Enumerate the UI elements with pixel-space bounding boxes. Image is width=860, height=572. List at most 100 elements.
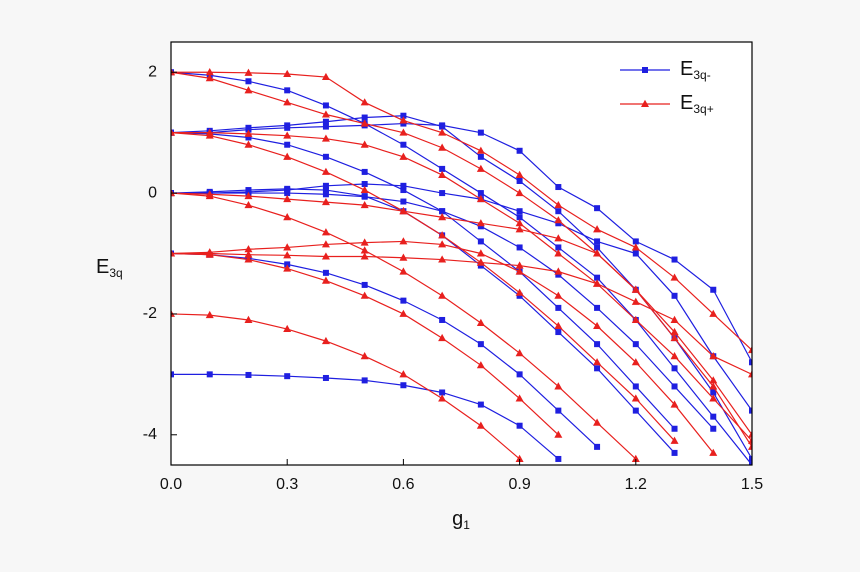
data-point <box>322 102 329 109</box>
data-point <box>749 462 752 465</box>
data-point <box>671 365 678 372</box>
data-point <box>709 448 718 456</box>
data-point <box>439 389 446 396</box>
data-point <box>205 190 214 198</box>
data-point <box>171 128 175 136</box>
data-point <box>555 271 562 278</box>
data-point <box>284 141 291 148</box>
data-point <box>709 376 718 384</box>
series-line <box>171 132 675 430</box>
x-tick-label: 1.2 <box>625 476 647 493</box>
data-point <box>710 389 717 396</box>
data-point <box>594 443 601 450</box>
data-point <box>284 373 291 380</box>
data-point <box>554 216 563 224</box>
data-point <box>171 371 174 378</box>
data-point <box>361 281 368 288</box>
data-point <box>516 214 523 221</box>
data-point <box>284 261 291 268</box>
data-point <box>515 219 524 227</box>
data-point <box>244 245 253 253</box>
series-line <box>171 132 752 442</box>
data-point <box>593 279 602 287</box>
data-point <box>748 442 752 450</box>
legend-label: E3q- <box>680 58 711 82</box>
data-point <box>400 141 407 148</box>
x-axis-label: g1 <box>452 508 470 532</box>
series-line <box>171 71 752 436</box>
data-point <box>244 250 253 258</box>
data-point <box>555 244 562 251</box>
series-line <box>171 122 752 363</box>
data-point <box>321 276 330 284</box>
data-point <box>400 120 407 127</box>
data-point <box>555 184 562 191</box>
data-point <box>594 238 601 245</box>
data-point <box>709 382 718 390</box>
data-point <box>244 191 253 200</box>
data-point <box>321 240 330 248</box>
data-point <box>515 454 524 462</box>
data-point <box>555 208 562 215</box>
data-point <box>632 341 639 348</box>
data-point <box>594 304 601 311</box>
data-point <box>438 255 447 263</box>
data-point <box>671 292 678 299</box>
series-line <box>171 192 752 448</box>
data-point <box>554 267 563 275</box>
data-point <box>516 177 523 184</box>
data-point <box>360 200 369 209</box>
data-point <box>360 119 369 127</box>
data-point <box>361 114 368 121</box>
data-point <box>205 128 214 136</box>
data-point <box>671 449 678 456</box>
data-point <box>516 147 523 154</box>
data-point <box>593 358 602 366</box>
data-point <box>399 128 408 136</box>
data-point <box>476 258 485 266</box>
data-point <box>400 382 407 389</box>
data-point <box>321 197 330 206</box>
data-point <box>244 315 253 323</box>
data-point <box>361 181 368 188</box>
series-line <box>171 71 752 465</box>
axes-frame <box>170 41 753 466</box>
data-point <box>360 246 369 254</box>
data-point <box>399 207 408 215</box>
data-point <box>631 454 640 462</box>
y-tick-label: 2 <box>148 63 157 80</box>
series-line <box>171 313 520 460</box>
data-point <box>554 234 563 242</box>
data-point <box>245 188 252 195</box>
legend-marker <box>642 67 648 73</box>
data-point <box>438 394 447 402</box>
data-point <box>205 68 214 76</box>
data-point <box>477 238 484 245</box>
data-point <box>748 430 752 438</box>
data-point <box>670 327 679 336</box>
data-point <box>476 194 485 203</box>
data-point <box>206 371 213 378</box>
data-point <box>516 208 523 215</box>
data-point <box>322 153 329 160</box>
data-point <box>438 128 447 136</box>
data-point <box>321 110 330 118</box>
data-point <box>593 249 602 257</box>
data-point <box>476 421 485 429</box>
data-point <box>245 126 252 133</box>
data-point <box>476 249 485 257</box>
data-point <box>284 187 291 194</box>
data-point <box>399 152 408 160</box>
data-point <box>554 430 563 438</box>
data-point <box>515 267 524 275</box>
data-point <box>399 253 408 261</box>
data-point <box>670 315 679 323</box>
data-point <box>670 352 679 360</box>
data-point <box>283 194 292 203</box>
data-point <box>438 231 447 239</box>
data-point <box>360 252 369 260</box>
data-point <box>360 98 369 106</box>
data-point <box>593 321 602 330</box>
data-point <box>361 168 368 175</box>
